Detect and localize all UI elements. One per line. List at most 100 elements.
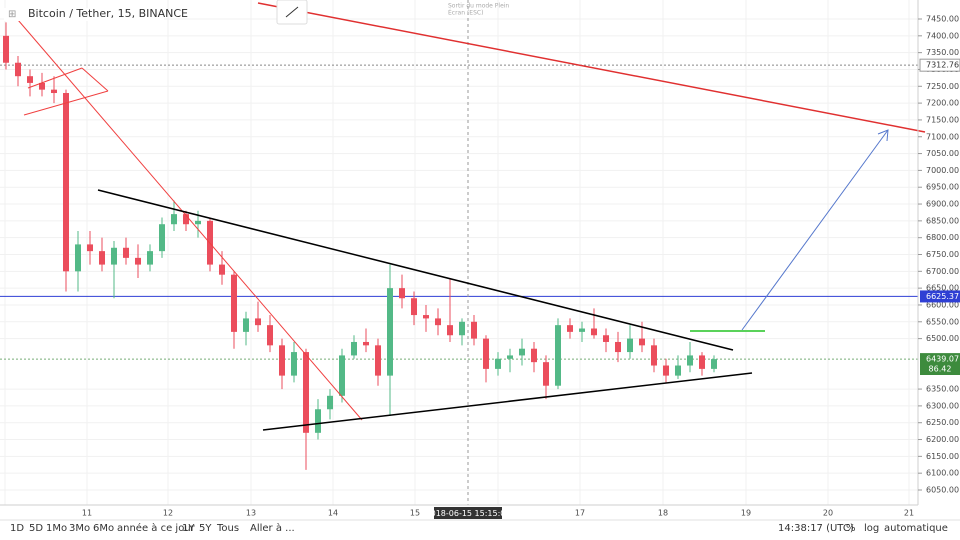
- log-button[interactable]: log: [864, 523, 879, 534]
- candle-body: [627, 338, 633, 353]
- arrow: [741, 129, 889, 331]
- candle-body: [519, 348, 525, 356]
- candle-body: [471, 321, 477, 339]
- price-tick-label: 6200.00: [926, 435, 959, 444]
- icon: ⊞: [8, 9, 16, 20]
- candle-body: [75, 244, 81, 272]
- trend-line: [257, 2, 926, 133]
- price-axis: 7450.007400.007350.007300.007250.007200.…: [918, 15, 960, 495]
- crosshair-time: 2018-06-15 15:15:00: [426, 509, 511, 518]
- candle-body: [255, 318, 261, 326]
- candle-body: [315, 409, 321, 433]
- candle-body: [663, 365, 669, 376]
- candle-body: [135, 257, 141, 265]
- range-button[interactable]: 1D: [10, 523, 24, 534]
- candle-body: [495, 358, 501, 369]
- clock: 14:38:17 (UTC): [778, 523, 854, 534]
- price-tick-label: 6700.00: [926, 267, 959, 276]
- candle-body: [459, 321, 465, 336]
- price-tick-label: 7000.00: [926, 166, 959, 175]
- time-label: 14: [328, 509, 338, 518]
- channel-line: [27, 67, 83, 89]
- candle-body: [435, 318, 441, 326]
- candle-body: [651, 345, 657, 366]
- candle-body: [159, 224, 165, 252]
- time-label: 18: [658, 509, 668, 518]
- price-tick-label: 6650.00: [926, 284, 959, 293]
- candle-body: [63, 93, 69, 272]
- candle-body: [279, 345, 285, 376]
- trend-line: [17, 19, 363, 421]
- time-label: 15: [410, 509, 420, 518]
- candle-body: [147, 251, 153, 265]
- candle-body: [291, 352, 297, 376]
- candle-body: [339, 355, 345, 396]
- time-label: 11: [82, 509, 92, 518]
- candle-body: [219, 264, 225, 275]
- percent-button[interactable]: %: [846, 523, 856, 534]
- time-label: 19: [741, 509, 751, 518]
- candle-body: [243, 318, 249, 332]
- price-tick-label: 6850.00: [926, 216, 959, 225]
- range-button[interactable]: Tous: [216, 523, 239, 534]
- time-label: 20: [823, 509, 833, 518]
- auto-button[interactable]: automatique: [884, 523, 948, 534]
- candle-body: [687, 355, 693, 366]
- crosshair-time-bg: [434, 507, 502, 519]
- price-tick-label: 6900.00: [926, 200, 959, 209]
- candle-body: [267, 325, 273, 346]
- range-button[interactable]: 1Mo: [46, 523, 67, 534]
- range-button[interactable]: 6Mo: [93, 523, 114, 534]
- range-button[interactable]: 5Y: [199, 523, 212, 534]
- price-tick-label: 7400.00: [926, 31, 959, 40]
- price-tick-label: 6250.00: [926, 418, 959, 427]
- price-marker-bg: [919, 58, 960, 72]
- time-label: 21: [904, 509, 914, 518]
- candle-body: [231, 274, 237, 332]
- candle-body: [555, 325, 561, 386]
- price-tick-label: 6800.00: [926, 233, 959, 242]
- range-button[interactable]: 3Mo: [69, 523, 90, 534]
- candle-body: [303, 352, 309, 433]
- candle-body: [3, 35, 9, 63]
- candle-body: [183, 214, 189, 225]
- price-marker-label: 6439.07: [926, 355, 959, 364]
- header-bg: [4, 8, 164, 21]
- partial-price-bg: [920, 363, 960, 375]
- range-button[interactable]: 1Y: [182, 523, 195, 534]
- triangle-top: [97, 189, 734, 351]
- candle-body: [411, 298, 417, 316]
- price-tick-label: 6550.00: [926, 317, 959, 326]
- time-axis: 11 12 13 14 15 17 18 19 20 21: [82, 509, 914, 518]
- price-tick-label: 7050.00: [926, 149, 959, 158]
- candle-body: [711, 359, 717, 369]
- candle-body: [375, 345, 381, 376]
- candle-body: [591, 328, 597, 336]
- candle-body: [483, 338, 489, 369]
- candle-body: [351, 341, 357, 356]
- range-button[interactable]: année à ce jour: [117, 522, 196, 534]
- candle-body: [447, 325, 453, 336]
- price-marker-label: 7312.76: [926, 61, 959, 70]
- price-marker-bg: [920, 290, 960, 303]
- price-tick-label: 6100.00: [926, 469, 959, 478]
- candle-body: [27, 76, 33, 83]
- candle-body: [171, 214, 177, 225]
- price-tick-label: 7150.00: [926, 115, 959, 124]
- candle-body: [567, 325, 573, 332]
- drawings: [17, 2, 926, 431]
- candle-body: [195, 220, 201, 225]
- candle-body: [39, 82, 45, 90]
- grid: [0, 0, 918, 505]
- candle-body: [543, 362, 549, 386]
- goto-button[interactable]: Aller à ...: [250, 522, 295, 534]
- price-tick-label: 7200.00: [926, 99, 959, 108]
- candle-body: [51, 89, 57, 94]
- triangle-bottom: [262, 372, 753, 431]
- range-button[interactable]: 5D: [29, 523, 43, 534]
- candle-body: [531, 348, 537, 363]
